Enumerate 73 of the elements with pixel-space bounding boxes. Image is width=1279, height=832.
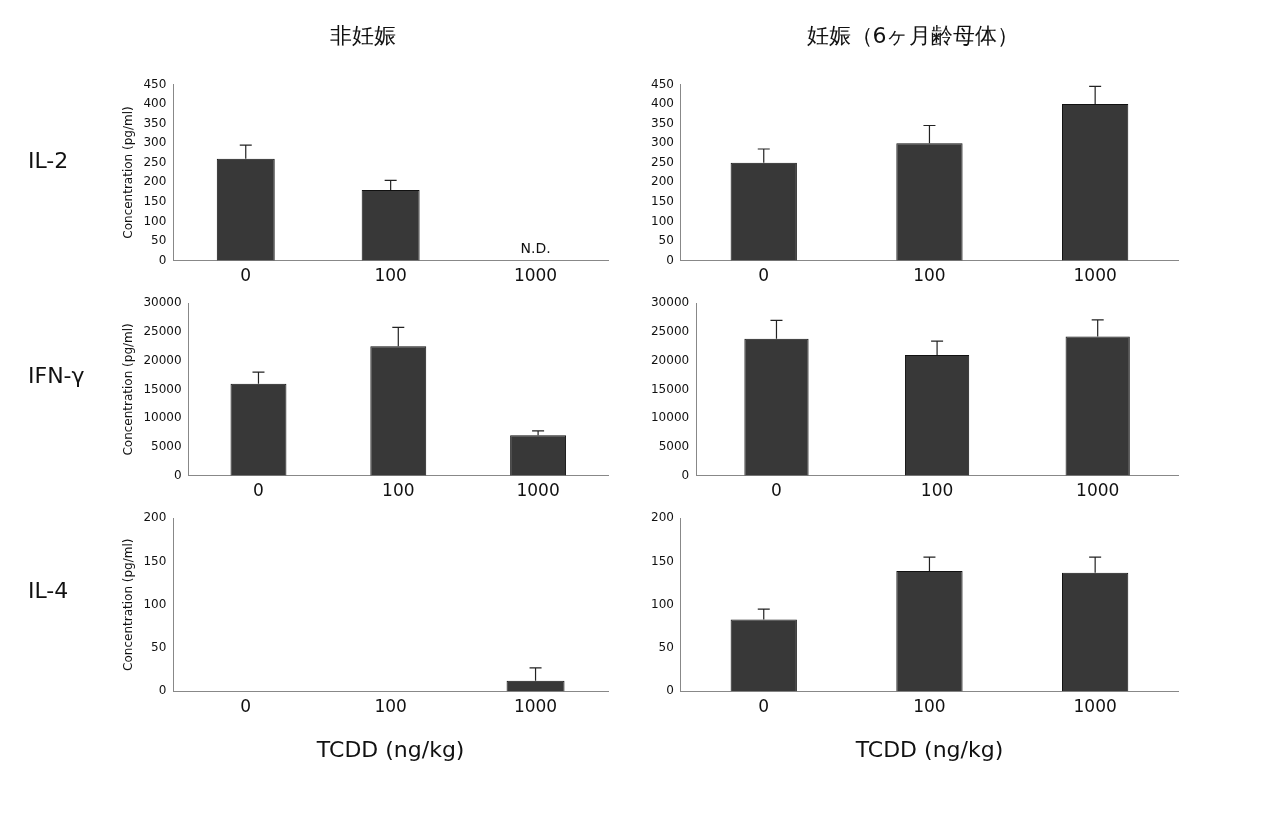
y-tick-label: 25000: [650, 324, 690, 339]
x-tick-label: 0: [240, 695, 252, 716]
y-tick-label: 200: [143, 174, 167, 189]
y-tick-label: 15000: [650, 381, 690, 396]
x-tick-label: 100: [913, 265, 946, 286]
y-tick-label: 250: [651, 154, 674, 169]
x-tick-label: 1000: [1073, 695, 1117, 716]
y-tick-label: 50: [658, 640, 674, 655]
x-tick-label: 0: [240, 265, 252, 286]
x-axis-title: TCDD (ng/kg): [315, 736, 465, 762]
y-tick-label: 450: [651, 76, 674, 91]
x-tick-label: 0: [758, 695, 770, 716]
y-tick-label: 150: [651, 193, 674, 208]
x-tick-label: 100: [374, 265, 407, 286]
x-tick-label: 0: [253, 480, 264, 501]
y-tick-label: 150: [143, 553, 167, 568]
y-tick-label: 5000: [658, 438, 690, 453]
y-tick-label: 30000: [143, 295, 182, 310]
y-tick-label: 150: [143, 193, 167, 208]
text: IFN-γ: [27, 362, 86, 388]
y-tick-label: 0: [173, 467, 182, 482]
x-tick-label: 0: [771, 480, 782, 501]
y-tick-label: 350: [651, 115, 674, 130]
x-tick-label: 1000: [516, 480, 560, 501]
x-tick-label: 1000: [1076, 480, 1120, 501]
y-tick-label: 50: [151, 640, 167, 655]
text: IL-4: [27, 577, 70, 603]
y-tick-label: 350: [143, 115, 167, 130]
y-tick-label: 300: [651, 135, 674, 150]
x-axis-title: TCDD (ng/kg): [854, 736, 1004, 762]
y-tick-label: 50: [658, 233, 674, 248]
y-tick-label: 100: [143, 213, 167, 228]
y-tick-label: 200: [651, 510, 674, 525]
x-tick-label: 1000: [513, 265, 558, 286]
x-tick-label: 1000: [1073, 265, 1117, 286]
y-tick-label: 0: [158, 252, 167, 267]
y-tick-label: 30000: [650, 295, 690, 310]
y-tick-label: 15000: [143, 381, 182, 396]
y-axis-title: Concentration (pg/ml): [121, 106, 136, 239]
y-tick-label: 0: [681, 467, 690, 482]
y-tick-label: 150: [651, 553, 674, 568]
y-tick-label: 450: [143, 76, 167, 91]
x-tick-label: 0: [758, 265, 770, 286]
y-tick-label: 100: [651, 213, 674, 228]
y-axis-title: Concentration (pg/ml): [121, 323, 136, 456]
y-tick-label: 10000: [143, 410, 182, 425]
y-tick-label: 0: [158, 683, 167, 698]
x-tick-label: 100: [382, 480, 415, 501]
y-tick-label: 200: [143, 510, 167, 525]
x-tick-label: 100: [913, 695, 946, 716]
chart-title: 妊娠（6ヶ月齢母体）: [806, 22, 1020, 48]
y-tick-label: 5000: [151, 438, 182, 453]
y-tick-label: 20000: [143, 352, 182, 367]
x-tick-label: 100: [920, 480, 954, 501]
y-tick-label: 200: [651, 174, 674, 189]
chart-title: 非妊娠: [330, 22, 396, 48]
y-tick-label: 400: [143, 96, 167, 111]
y-tick-label: 10000: [650, 410, 690, 425]
y-tick-label: 50: [151, 233, 167, 248]
y-tick-label: 0: [666, 252, 674, 267]
annotation: N.D.: [520, 240, 551, 257]
y-tick-label: 300: [143, 135, 167, 150]
y-tick-label: 20000: [650, 352, 690, 367]
y-tick-label: 0: [666, 683, 674, 698]
y-tick-label: 100: [143, 596, 167, 611]
text: IL-2: [27, 147, 70, 173]
y-tick-label: 250: [143, 154, 167, 169]
y-tick-label: 25000: [143, 324, 182, 339]
x-tick-label: 100: [374, 695, 407, 716]
y-tick-label: 400: [651, 96, 674, 111]
y-axis-title: Concentration (pg/ml): [121, 538, 136, 671]
y-tick-label: 100: [651, 596, 674, 611]
x-tick-label: 1000: [513, 695, 558, 716]
